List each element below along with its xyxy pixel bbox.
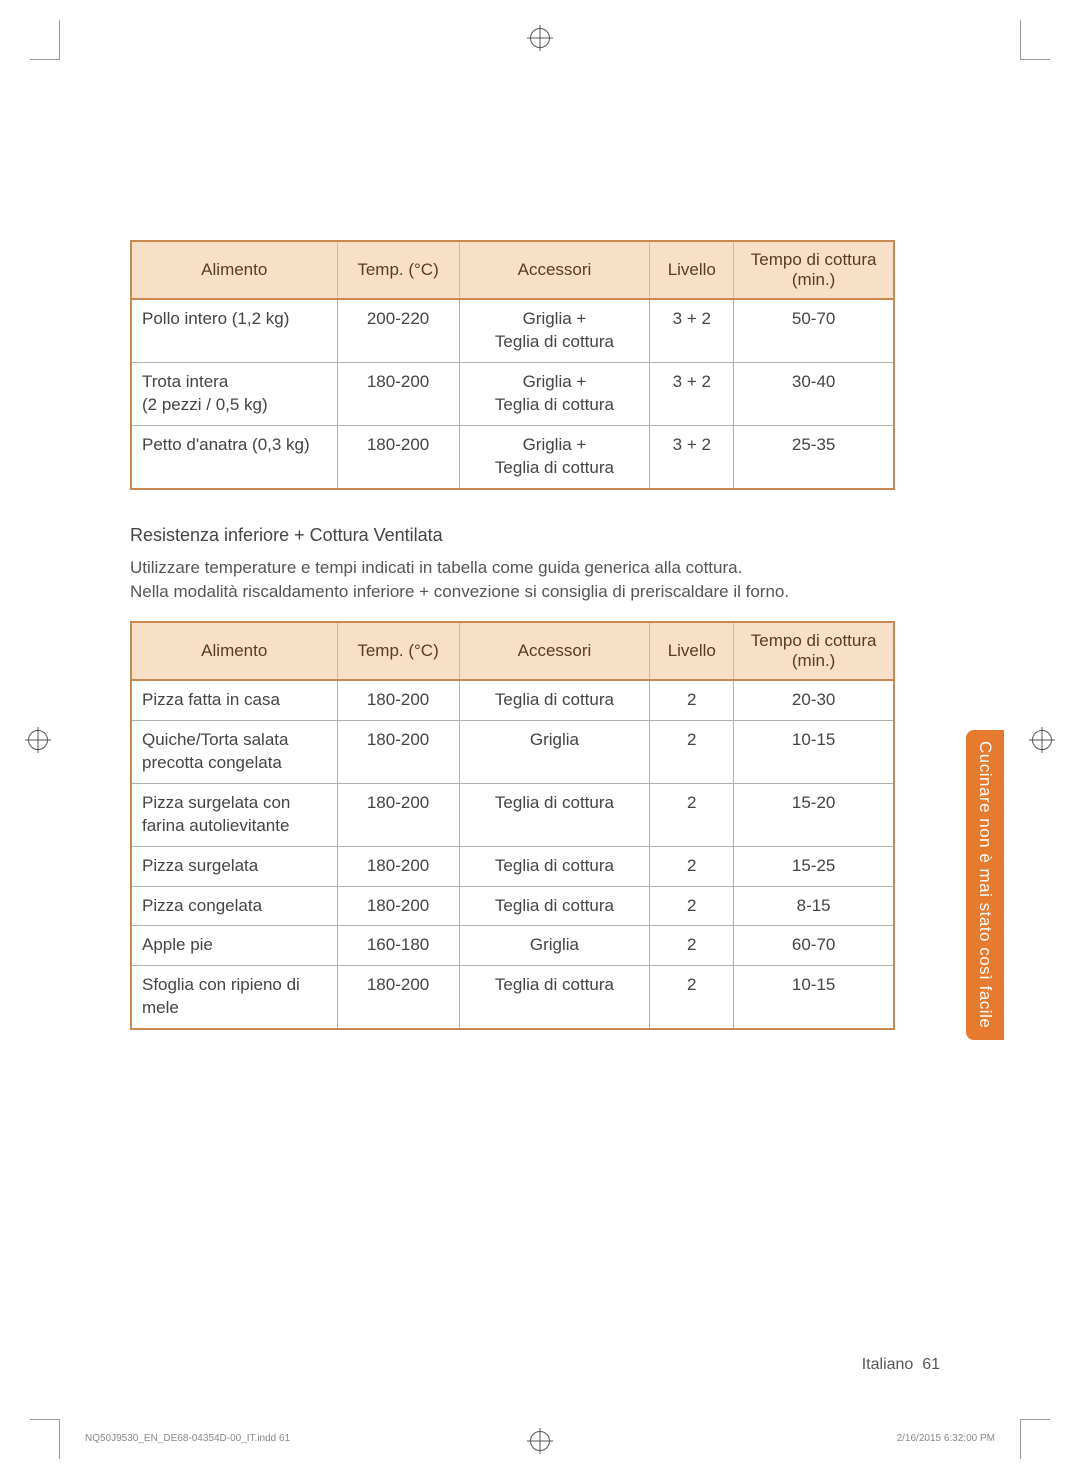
table-header-row: Alimento Temp. (°C) Accessori Livello Te… (131, 622, 894, 680)
th-food: Alimento (131, 241, 337, 299)
footer-timestamp: 2/16/2015 6:32:00 PM (897, 1433, 995, 1444)
cell-food: Trota intera(2 pezzi / 0,5 kg) (131, 362, 337, 425)
side-tab: Cucinare non è mai stato così facile (966, 730, 1004, 1040)
table-header-row: Alimento Temp. (°C) Accessori Livello Te… (131, 241, 894, 299)
table-row: Pollo intero (1,2 kg)200-220Griglia +Teg… (131, 299, 894, 362)
registration-mark-icon (28, 730, 48, 750)
cell-food: Pizza congelata (131, 886, 337, 926)
cell-value: 15-20 (734, 783, 894, 846)
table-row: Apple pie160-180Griglia260-70 (131, 926, 894, 966)
th-time: Tempo di cottura (min.) (734, 241, 894, 299)
cell-value: 2 (650, 886, 734, 926)
th-food: Alimento (131, 622, 337, 680)
page-content: Alimento Temp. (°C) Accessori Livello Te… (130, 240, 895, 1030)
cell-value: Teglia di cottura (459, 846, 650, 886)
cell-value: 60-70 (734, 926, 894, 966)
cell-value: 10-15 (734, 720, 894, 783)
cell-value: 180-200 (337, 425, 459, 488)
cell-value: 2 (650, 846, 734, 886)
cell-value: 180-200 (337, 680, 459, 720)
cell-value: 180-200 (337, 846, 459, 886)
cell-food: Pizza surgelata con farina autolievitant… (131, 783, 337, 846)
table-row: Sfoglia con ripieno di mele180-200Teglia… (131, 966, 894, 1029)
cell-value: 3 + 2 (650, 362, 734, 425)
cell-food: Quiche/Torta salata precotta congelata (131, 720, 337, 783)
cell-value: 8-15 (734, 886, 894, 926)
cell-value: Griglia +Teglia di cottura (459, 425, 650, 488)
cell-value: 15-25 (734, 846, 894, 886)
registration-mark-icon (530, 28, 550, 48)
th-level: Livello (650, 622, 734, 680)
cell-value: Griglia +Teglia di cottura (459, 299, 650, 362)
registration-mark-icon (1032, 730, 1052, 750)
cell-value: 10-15 (734, 966, 894, 1029)
cell-value: Teglia di cottura (459, 680, 650, 720)
cell-value: 2 (650, 783, 734, 846)
cell-value: 160-180 (337, 926, 459, 966)
cooking-table-1: Alimento Temp. (°C) Accessori Livello Te… (130, 240, 895, 490)
page-number: 61 (922, 1356, 940, 1373)
intro-line1: Utilizzare temperature e tempi indicati … (130, 558, 742, 577)
th-level: Livello (650, 241, 734, 299)
section-title: Resistenza inferiore + Cottura Ventilata (130, 525, 895, 546)
cell-value: 30-40 (734, 362, 894, 425)
cell-food: Pizza surgelata (131, 846, 337, 886)
table1-body: Pollo intero (1,2 kg)200-220Griglia +Teg… (131, 299, 894, 489)
table-row: Trota intera(2 pezzi / 0,5 kg)180-200Gri… (131, 362, 894, 425)
cell-value: 180-200 (337, 886, 459, 926)
registration-mark-icon (530, 1431, 550, 1451)
cell-food: Sfoglia con ripieno di mele (131, 966, 337, 1029)
table-row: Pizza fatta in casa180-200Teglia di cott… (131, 680, 894, 720)
th-temp: Temp. (°C) (337, 622, 459, 680)
crop-mark (30, 1419, 60, 1459)
th-acc: Accessori (459, 622, 650, 680)
cell-food: Pizza fatta in casa (131, 680, 337, 720)
table-row: Petto d'anatra (0,3 kg)180-200Griglia +T… (131, 425, 894, 488)
intro-line2: Nella modalità riscaldamento inferiore +… (130, 582, 789, 601)
crop-mark (30, 20, 60, 60)
cell-value: 25-35 (734, 425, 894, 488)
cell-food: Petto d'anatra (0,3 kg) (131, 425, 337, 488)
table-row: Quiche/Torta salata precotta congelata18… (131, 720, 894, 783)
footer-filename: NQ50J9530_EN_DE68-04354D-00_IT.indd 61 (85, 1433, 290, 1444)
cell-value: 50-70 (734, 299, 894, 362)
section-intro: Utilizzare temperature e tempi indicati … (130, 556, 895, 605)
cell-value: 200-220 (337, 299, 459, 362)
cell-value: Griglia +Teglia di cottura (459, 362, 650, 425)
cell-value: Teglia di cottura (459, 966, 650, 1029)
crop-mark (1020, 20, 1050, 60)
cell-value: 2 (650, 926, 734, 966)
lang-label: Italiano (862, 1356, 914, 1373)
table-row: Pizza surgelata con farina autolievitant… (131, 783, 894, 846)
crop-mark (1020, 1419, 1050, 1459)
cell-value: 180-200 (337, 720, 459, 783)
cell-value: Griglia (459, 926, 650, 966)
cell-value: 180-200 (337, 783, 459, 846)
table2-body: Pizza fatta in casa180-200Teglia di cott… (131, 680, 894, 1029)
cooking-table-2: Alimento Temp. (°C) Accessori Livello Te… (130, 621, 895, 1030)
cell-value: Teglia di cottura (459, 783, 650, 846)
cell-value: Griglia (459, 720, 650, 783)
table-row: Pizza congelata180-200Teglia di cottura2… (131, 886, 894, 926)
cell-value: 2 (650, 720, 734, 783)
cell-food: Pollo intero (1,2 kg) (131, 299, 337, 362)
cell-value: 3 + 2 (650, 425, 734, 488)
table-row: Pizza surgelata180-200Teglia di cottura2… (131, 846, 894, 886)
th-temp: Temp. (°C) (337, 241, 459, 299)
cell-value: 180-200 (337, 966, 459, 1029)
cell-value: 180-200 (337, 362, 459, 425)
cell-value: 20-30 (734, 680, 894, 720)
cell-value: Teglia di cottura (459, 886, 650, 926)
cell-value: 2 (650, 966, 734, 1029)
page-footer: Italiano 61 (862, 1356, 940, 1374)
cell-value: 3 + 2 (650, 299, 734, 362)
th-acc: Accessori (459, 241, 650, 299)
th-time: Tempo di cottura (min.) (734, 622, 894, 680)
cell-value: 2 (650, 680, 734, 720)
cell-food: Apple pie (131, 926, 337, 966)
